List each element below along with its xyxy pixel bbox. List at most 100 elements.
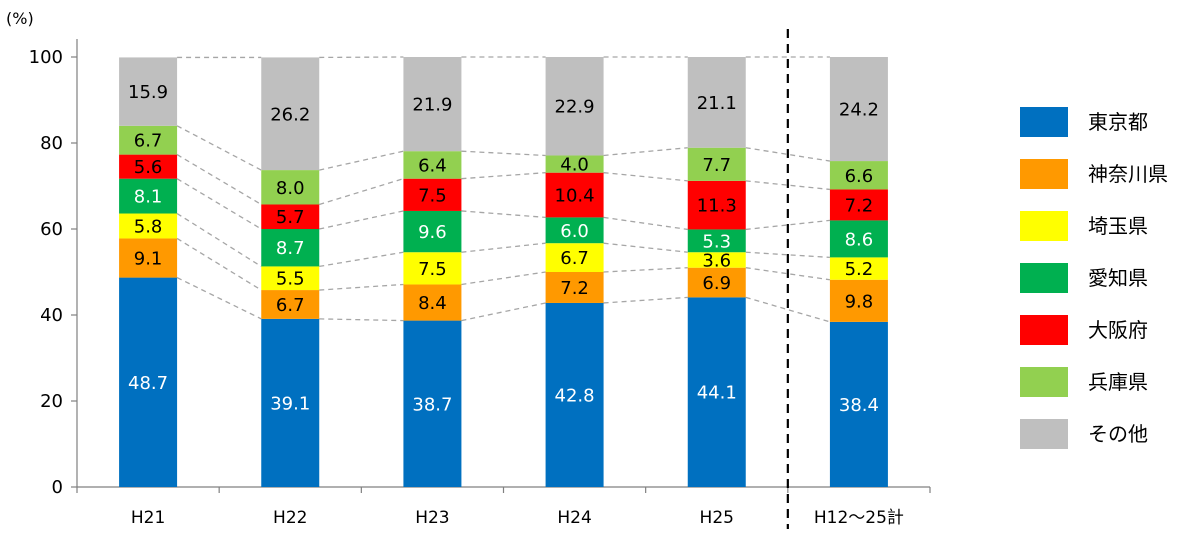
data-label: 7.2 — [560, 278, 589, 299]
bar-segment — [829, 161, 888, 190]
bar-segment — [687, 267, 746, 298]
data-label: 9.6 — [418, 222, 447, 243]
connector-line — [603, 296, 688, 304]
connector-line — [461, 172, 546, 180]
y-tick-label: 60 — [40, 219, 63, 240]
bar-segment — [403, 151, 462, 179]
bar-segment — [403, 210, 462, 253]
data-label: 8.6 — [845, 229, 874, 250]
y-tick-label: 80 — [40, 133, 63, 154]
legend-label: 愛知県 — [1088, 266, 1148, 290]
y-tick-label: 40 — [40, 305, 63, 326]
bar-segment — [687, 57, 746, 148]
bar-segment — [119, 277, 178, 487]
data-label: 21.9 — [412, 95, 452, 116]
bar-segment — [261, 204, 320, 229]
bar-segment — [545, 172, 604, 218]
data-label: 7.7 — [702, 155, 731, 176]
bar-segment — [687, 252, 746, 268]
bar-segment — [403, 284, 462, 321]
y-tick-label: 20 — [40, 391, 63, 412]
connector-line — [319, 283, 404, 291]
legend-swatch — [1020, 315, 1068, 345]
connector-line — [603, 147, 688, 157]
data-label: 24.2 — [839, 100, 879, 121]
bar-segment — [545, 272, 604, 303]
legend-label: 埼玉県 — [1088, 214, 1148, 238]
data-label: 7.2 — [845, 195, 874, 216]
bar-segment — [687, 180, 746, 230]
data-label: 7.5 — [418, 185, 447, 206]
x-tick-label: H21 — [131, 508, 165, 528]
data-label: 38.7 — [412, 394, 452, 415]
data-label: 21.1 — [697, 93, 737, 114]
data-label: 6.4 — [418, 155, 447, 176]
connector-line — [176, 237, 262, 291]
bar-segment — [119, 213, 178, 239]
bar-segment — [261, 266, 320, 291]
bar-segment — [687, 229, 746, 253]
connector-line — [319, 178, 404, 206]
bar-segment — [261, 290, 320, 319]
connector-line — [461, 242, 546, 253]
data-label: 7.5 — [418, 259, 447, 280]
data-label: 9.1 — [134, 249, 163, 270]
x-tick-label: H12～25計 — [814, 508, 904, 528]
bar-segment — [545, 155, 604, 173]
bar-segment — [545, 217, 604, 244]
data-label: 22.9 — [555, 97, 595, 118]
legend-swatch — [1020, 419, 1068, 449]
legend-swatch — [1020, 263, 1068, 293]
connector-line — [461, 271, 546, 286]
bar-segment — [829, 57, 888, 162]
legend-swatch — [1020, 367, 1068, 397]
connector-line — [176, 125, 262, 171]
legend-label: 兵庫県 — [1088, 370, 1148, 394]
connector-line — [603, 216, 688, 231]
connector-line — [603, 242, 688, 253]
value-labels: 48.7 9.1 5.8 8.1 5.6 6.7 15.9 39.1 6.7 5.5 8.7 5.7 8… — [128, 82, 879, 416]
connector-line — [176, 154, 262, 206]
bar-segment — [687, 147, 746, 181]
data-label: 10.4 — [555, 186, 595, 207]
y-tick-label: 100 — [29, 47, 63, 68]
bar-segment — [403, 320, 462, 487]
data-label: 6.7 — [276, 295, 305, 316]
bar-segment — [119, 178, 178, 214]
data-label: 6.7 — [134, 131, 163, 152]
data-label: 15.9 — [128, 82, 168, 103]
bar-segment — [403, 252, 462, 285]
data-label: 6.0 — [560, 221, 589, 242]
bar-segment — [119, 57, 178, 126]
legend-label: 神奈川県 — [1088, 162, 1168, 186]
connector-line — [176, 277, 262, 320]
connector-line — [461, 150, 546, 157]
series-connector-lines — [176, 56, 831, 323]
data-label: 5.6 — [134, 157, 163, 178]
axes: 0 20 40 60 80 100 (%) H21 H22 H23 H24 H25 H12～25計 — [6, 9, 931, 529]
bar-segment — [403, 57, 462, 152]
bars — [119, 57, 888, 487]
connector-line — [603, 267, 688, 273]
legend-swatch — [1020, 107, 1068, 137]
bar-segment — [829, 257, 888, 280]
data-label: 6.9 — [702, 273, 731, 294]
bar-segment — [829, 279, 888, 322]
legend-swatch — [1020, 211, 1068, 241]
bar-segment — [829, 189, 888, 221]
bar-segment — [545, 57, 604, 156]
data-label: 5.2 — [845, 259, 874, 280]
data-label: 48.7 — [128, 373, 168, 394]
data-label: 38.4 — [839, 395, 879, 416]
data-label: 5.7 — [276, 207, 305, 228]
y-tick-label: 0 — [52, 477, 63, 498]
data-label: 6.7 — [560, 248, 589, 269]
data-label: 8.0 — [276, 178, 305, 199]
x-tick-label: H24 — [557, 508, 591, 528]
data-label: 44.1 — [697, 383, 737, 404]
data-label: 11.3 — [697, 196, 737, 217]
data-label: 8.1 — [134, 187, 163, 208]
legend-label: 東京都 — [1088, 110, 1148, 134]
connector-line — [603, 172, 688, 182]
